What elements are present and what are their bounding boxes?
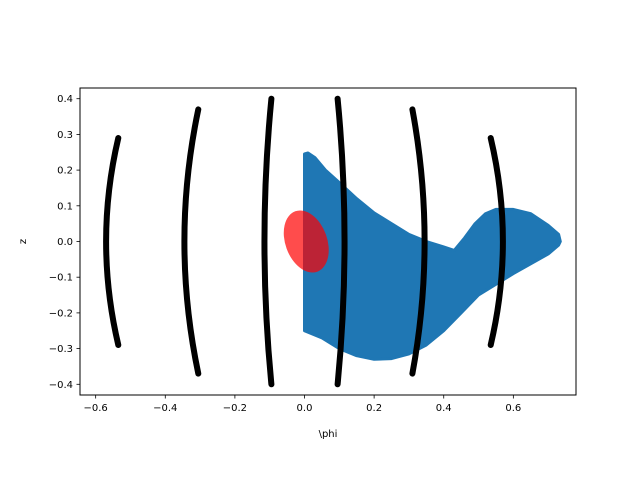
- y-axis-ticks: −0.4 −0.3 −0.2 −0.1 0.0 0.1 0.2 0.3 0.4: [49, 94, 80, 391]
- y-tick-label: −0.2: [49, 308, 73, 319]
- x-tick-label: 0.2: [366, 403, 382, 414]
- y-tick-label: 0.3: [57, 130, 73, 141]
- black-arc: [261, 95, 275, 388]
- y-axis-label: z: [18, 239, 29, 244]
- black-arc: [487, 135, 506, 348]
- y-tick-label: 0.0: [57, 237, 73, 248]
- y-tick-label: −0.4: [49, 380, 73, 391]
- black-arc: [409, 106, 428, 377]
- x-tick-label: 0.6: [505, 403, 521, 414]
- x-axis-ticks: −0.6 −0.4 −0.2 0.0 0.2 0.4 0.6: [84, 395, 521, 414]
- plot-content: [103, 95, 562, 388]
- x-tick-label: −0.4: [153, 403, 177, 414]
- black-arc: [334, 95, 348, 388]
- black-arc: [181, 106, 202, 377]
- red-ellipse: [283, 210, 329, 273]
- y-tick-label: −0.1: [49, 273, 73, 284]
- y-tick-label: 0.1: [57, 201, 73, 212]
- x-tick-label: −0.2: [223, 403, 247, 414]
- x-tick-label: −0.6: [84, 403, 108, 414]
- x-axis-label: \phi: [319, 429, 338, 440]
- blue-region: [303, 151, 562, 361]
- y-tick-label: 0.2: [57, 166, 73, 177]
- x-tick-label: 0.0: [297, 403, 313, 414]
- y-tick-label: −0.3: [49, 344, 73, 355]
- black-arc: [103, 135, 122, 348]
- y-tick-label: 0.4: [57, 94, 73, 105]
- x-tick-label: 0.4: [436, 403, 452, 414]
